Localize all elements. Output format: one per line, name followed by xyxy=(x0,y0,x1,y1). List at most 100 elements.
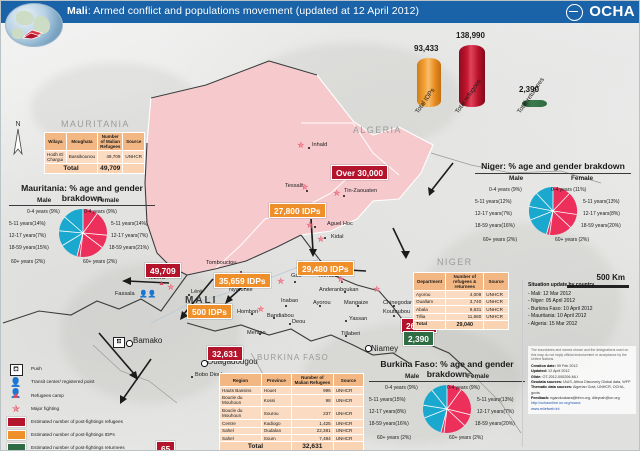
legend-label-fighting: Major fighting xyxy=(31,405,60,411)
legend-item-idps: Estimated number of post-fightings IDPs xyxy=(5,429,155,443)
un-emblem-icon xyxy=(566,4,583,21)
city-label-menaka: Menaka xyxy=(319,273,339,279)
mauritania-female-header: Female xyxy=(97,197,120,204)
niger-th-2: Source xyxy=(483,271,509,292)
burkina-cell-prov-1: Kossi xyxy=(260,393,292,408)
burkina-th-0: Region xyxy=(219,372,262,388)
country-label-algeria: ALGERIA xyxy=(353,125,402,135)
burkina-cell-region-1: Boucle du Mouhoun xyxy=(219,393,262,408)
legend-label-push: Push xyxy=(31,366,42,372)
callout-65: 65 xyxy=(156,441,176,450)
niger-female-60: 60+ years (2%) xyxy=(555,237,590,243)
table-row-total: Total 49,709 xyxy=(43,162,145,175)
mauritania-total-value: 49,709 xyxy=(97,162,124,175)
niger-cell-num-2: 9,631 xyxy=(445,304,485,314)
burkina-male-12-17: 12-17 years(8%) xyxy=(369,409,406,415)
table-row: Sahel Soum 7,494 UNHCR xyxy=(219,433,365,443)
niger-female-header: Female xyxy=(571,175,594,182)
burkina-cell-src-3: UNHCR xyxy=(332,418,365,428)
major-fighting-icon: ✯ xyxy=(301,182,309,192)
burkina-cell-prov-4: Oudalan xyxy=(260,426,292,436)
burkina-cell-src-1: UNHCR xyxy=(332,393,365,408)
disclaimer-text: The boundaries and names shown and the d… xyxy=(531,348,629,362)
burkina-th-3: Source xyxy=(332,372,365,388)
transit-center-icon: 👤👤 xyxy=(10,377,22,399)
callout-2390: 2,390 xyxy=(403,331,434,346)
city-label-yassan: Yassan xyxy=(349,316,368,322)
table-row: Ayorou 4,009 UNHCR xyxy=(412,290,509,299)
burkina-cell-num-3: 1,425 xyxy=(290,418,334,428)
niger-cell-src-2: UNHCR xyxy=(483,304,509,314)
table-row: Sahel Oudalan 22,381 UNHCR xyxy=(219,426,365,436)
page-title: Mali: Armed conflict and populations mov… xyxy=(67,5,419,17)
niger-male-5-11: 5-11 years(12%) xyxy=(475,199,512,205)
mauritania-th-1: Moughata xyxy=(65,131,99,152)
bar-value-returnees: 2,390 xyxy=(519,85,540,94)
niger-male-header: Male xyxy=(509,175,524,182)
callout-29480-idps: 29,480 IDPs xyxy=(297,261,354,276)
niger-male-60: 60+ years (2%) xyxy=(483,237,518,243)
legend-item-push: ⛾ Push xyxy=(5,364,155,377)
updated-label: Updated: xyxy=(531,369,547,374)
city-label-tillaberi: Tillaberi xyxy=(341,331,361,337)
table-row: Abala 9,631 UNHCR xyxy=(412,304,509,314)
glide-label: Glide: xyxy=(531,374,542,379)
mauritania-total-label: Total xyxy=(43,162,99,175)
niger-cell-dept-1: Ouallam xyxy=(412,297,447,307)
city-label-bamako: Bamako xyxy=(133,336,163,345)
rowca-link[interactable]: http://ochaonline.un.org/rowca xyxy=(531,401,581,406)
refugee-symbol-icon xyxy=(22,29,43,40)
situation-line-mauritania: - Mauritania: 10 April 2012 xyxy=(528,313,587,319)
situation-line-algeria: - Algeria: 15 Mar 2012 xyxy=(528,320,578,327)
mauritania-male-0-4: 0-4 years (9%) xyxy=(27,209,60,215)
table-row-total: Total 32,631 xyxy=(219,441,365,450)
burkina-female-60: 60+ years (2%) xyxy=(449,435,484,441)
major-fighting-icon: ✯ xyxy=(297,140,305,150)
scale-bar xyxy=(567,285,629,288)
mauritania-table: Wilaya Moughata Number of Malian Refugee… xyxy=(43,131,145,175)
niger-pie-chart xyxy=(528,187,578,235)
mauritania-pie-block: Mauritania: % age and gender brakdown Ma… xyxy=(9,183,159,271)
city-label-hombori: Hombori xyxy=(237,309,259,315)
burkina-male-18-59: 18-59 years(16%) xyxy=(369,421,409,427)
table-row: Boucle du Mouhoun Kossi 98 UNHCR xyxy=(219,393,365,408)
city-label-kidal: Kidal xyxy=(331,234,344,240)
legend-label-returnees: Estimated number of post-fightings retur… xyxy=(31,445,125,451)
city-label-ouagadougou: Ouagadougou xyxy=(207,357,258,366)
niger-cell-src-3: UNHCR xyxy=(483,312,509,322)
mauritania-th-0: Wilaya xyxy=(44,131,67,152)
city-label-gao: Gao xyxy=(291,273,302,279)
burkina-male-0-4: 0-4 years (9%) xyxy=(385,385,418,391)
major-fighting-icon: ✯ xyxy=(11,403,21,415)
table-row: Hodh El Chargui Bassikounou 49,709 UNHCR xyxy=(44,150,145,164)
callout-35659-idps: 35,659 IDPs xyxy=(214,273,271,288)
red-chip-icon xyxy=(5,416,27,428)
burkina-pie-chart xyxy=(422,385,471,433)
map-background: MAURITANIA ALGERIA NIGER BURKINA FASO MA… xyxy=(1,23,639,450)
niger-cell-num-1: 3,740 xyxy=(445,297,485,307)
callout-500-idps: 500 IDPs xyxy=(187,304,232,319)
niger-female-5-11: 5-11 years(13%) xyxy=(583,199,620,205)
burkina-table: Region Province Number of Malian Refugee… xyxy=(219,372,365,450)
bar-idps xyxy=(417,58,441,107)
burkina-cell-prov-0: Houet xyxy=(260,386,292,395)
callout-27800-idps: 27,800 IDPs xyxy=(269,203,326,218)
burkina-cell-region-0: Hauts Bassins xyxy=(219,386,262,395)
callout-49709: 49,709 xyxy=(145,263,181,278)
transit-center-icon-fassala: 👤👤 xyxy=(139,291,157,298)
creation-date-label: Creation date: xyxy=(531,363,556,368)
callout-32631: 32,631 xyxy=(207,346,243,361)
burkina-female-0-4: 0-4 years (9%) xyxy=(447,385,480,391)
city-label-inabao: Inabao xyxy=(281,298,299,304)
feedback-value: ngandoukaea@bhm.org, dileyosh@un.org xyxy=(550,395,620,400)
bar-label-returnees: Total returnees xyxy=(516,76,546,116)
city-label-inhald: Inhald xyxy=(312,142,328,148)
reliefweb-link[interactable]: www.reliefweb.int xyxy=(531,406,560,411)
mauritania-female-18-59: 18-59 years(21%) xyxy=(109,245,149,251)
niger-female-12-17: 12-17 years(8%) xyxy=(583,211,620,217)
situation-line-mali: - Mali: 12 Mar 2012 xyxy=(528,290,572,297)
city-label-tin-zaouaten: Tin-Zaouaten xyxy=(344,188,378,194)
niger-total-label: Total xyxy=(412,319,447,331)
burkina-pie-title: Burkina Faso: % age and gender brakdown xyxy=(369,359,525,382)
city-label-nyafunke: Nyafunké xyxy=(229,287,253,293)
